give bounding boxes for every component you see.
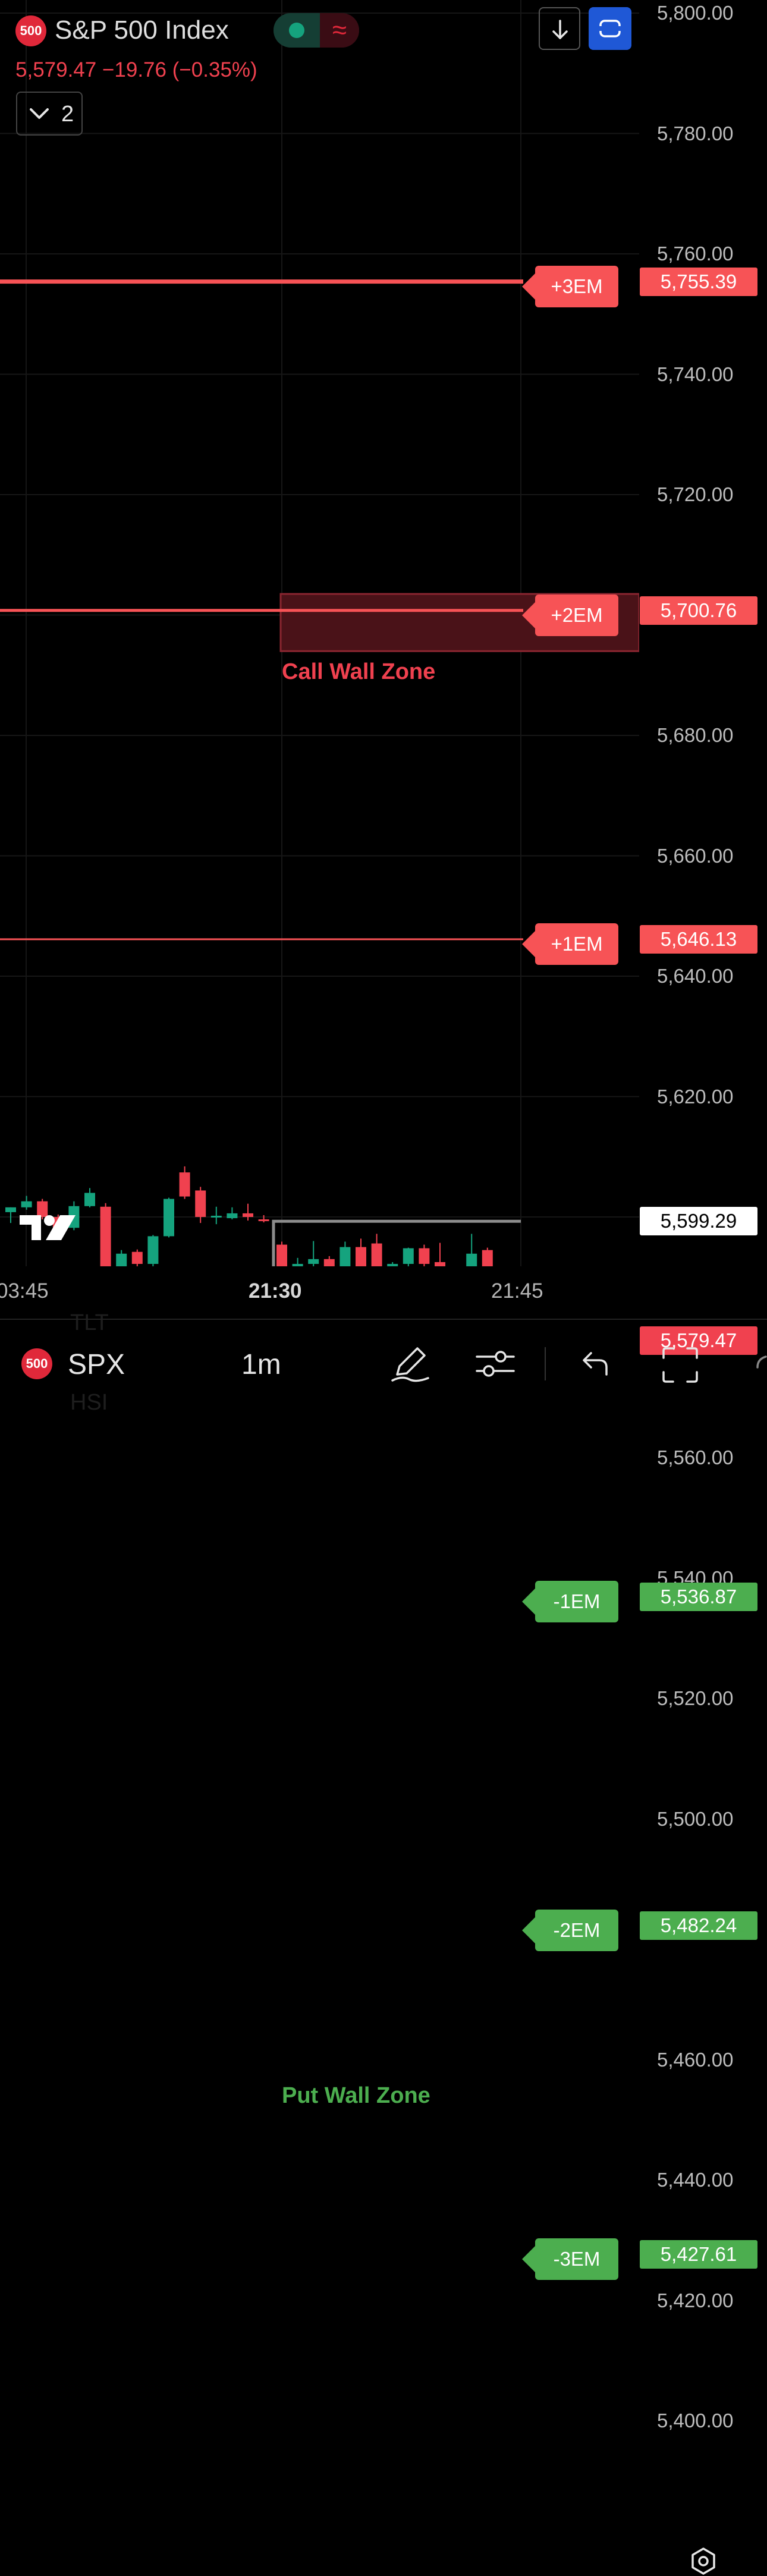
symbol-badge[interactable]: 500 bbox=[21, 1348, 52, 1379]
price-axis-tick: 5,740.00 bbox=[657, 363, 734, 385]
candle-body bbox=[403, 1248, 414, 1264]
em-tag: +3EM bbox=[535, 265, 618, 307]
price-axis-tick: 5,400.00 bbox=[657, 2410, 734, 2432]
pen-icon[interactable] bbox=[390, 1344, 430, 1384]
price-axis-tick: 5,780.00 bbox=[657, 122, 734, 144]
em-price-tag: 5,755.39 bbox=[640, 267, 757, 296]
candle-body bbox=[243, 1213, 253, 1217]
candle-body bbox=[21, 1201, 32, 1207]
fullscreen-icon bbox=[598, 20, 622, 37]
candle-body bbox=[308, 1259, 319, 1264]
candle-body bbox=[84, 1193, 95, 1206]
fullscreen-button[interactable] bbox=[589, 7, 631, 50]
candles bbox=[5, 1166, 493, 1266]
time-label: 03:45 bbox=[0, 1279, 49, 1303]
candle-body bbox=[323, 1259, 335, 1266]
candle-body bbox=[147, 1236, 159, 1264]
download-button[interactable] bbox=[539, 7, 580, 50]
price-axis-tick: 5,680.00 bbox=[657, 724, 734, 746]
put-wall-zone-label: Put Wall Zone bbox=[282, 2083, 430, 2108]
candle-body bbox=[100, 1206, 111, 1266]
price-axis-tick: 5,640.00 bbox=[657, 965, 734, 987]
expected-move-lines bbox=[0, 279, 523, 941]
symbol-title[interactable]: S&P 500 Index bbox=[55, 15, 229, 45]
session-box-outline bbox=[272, 1219, 521, 1266]
more-icon[interactable] bbox=[755, 1354, 767, 1378]
candle-body bbox=[37, 1201, 48, 1217]
candle-body bbox=[466, 1253, 477, 1266]
candle-body bbox=[258, 1219, 269, 1222]
time-label: 21:45 bbox=[491, 1279, 543, 1303]
time-label-session: 21:30 bbox=[249, 1279, 302, 1303]
interval-selector[interactable]: 1m bbox=[241, 1349, 281, 1380]
price-quote: 5,579.47 −19.76 (−0.35%) bbox=[15, 58, 257, 81]
session-box bbox=[272, 1219, 521, 1266]
candle-body bbox=[371, 1243, 382, 1266]
candle-body bbox=[116, 1253, 127, 1266]
symbol-badge: 500 bbox=[15, 15, 46, 46]
candle-body bbox=[210, 1215, 222, 1218]
candle-body bbox=[419, 1248, 430, 1264]
price-axis-tick: 5,560.00 bbox=[657, 1446, 734, 1468]
candle-body bbox=[5, 1207, 16, 1212]
em-tag: +1EM bbox=[535, 923, 618, 965]
candle-body bbox=[482, 1250, 493, 1266]
price-axis-tick: 5,420.00 bbox=[657, 2289, 734, 2311]
price-axis-tick: 5,660.00 bbox=[657, 844, 734, 867]
em-price-tag: 5,482.24 bbox=[640, 1911, 757, 1940]
market-open-dot-icon bbox=[289, 23, 304, 38]
arrow-down-icon bbox=[552, 20, 568, 39]
price-axis-tick: 5,620.00 bbox=[657, 1085, 734, 1108]
em-tag: -3EM bbox=[535, 2238, 618, 2281]
watchlist-ghost-item: TLT bbox=[70, 1310, 109, 1335]
prev-close-price-tag: 5,599.29 bbox=[640, 1207, 757, 1236]
price-axis-tick: 5,520.00 bbox=[657, 1687, 734, 1709]
expand-icon[interactable] bbox=[661, 1346, 699, 1384]
em-tag: -1EM bbox=[535, 1581, 618, 1623]
price-axis-tick: 5,800.00 bbox=[657, 2, 734, 24]
price-axis-tick: 5,500.00 bbox=[657, 1807, 734, 1830]
candle-body bbox=[164, 1199, 174, 1237]
candle-body bbox=[387, 1263, 398, 1266]
em-price-tag: 5,536.87 bbox=[640, 1583, 757, 1612]
em-price-tag: 5,646.13 bbox=[640, 924, 757, 954]
em-price-tag: 5,427.61 bbox=[640, 2240, 757, 2269]
tradingview-logo bbox=[20, 1215, 76, 1240]
candle-body bbox=[276, 1244, 287, 1266]
candle-body bbox=[356, 1247, 366, 1266]
gear-icon[interactable] bbox=[689, 2546, 718, 2576]
candle-body bbox=[195, 1190, 206, 1217]
candle-body bbox=[340, 1247, 351, 1266]
market-status-pill[interactable]: ≈ bbox=[274, 13, 359, 48]
candle-body bbox=[292, 1263, 303, 1266]
price-axis-tick: 5,760.00 bbox=[657, 243, 734, 265]
price-axis[interactable]: 5,800.00 5,780.00 5,760.00 5,740.00 5,720.00… bbox=[639, 0, 767, 2432]
toolbar-separator bbox=[545, 1347, 546, 1380]
em-tag: -2EM bbox=[535, 1910, 618, 1952]
collapse-indicators-button[interactable]: 2 bbox=[16, 92, 83, 136]
candle-body bbox=[227, 1213, 238, 1219]
price-axis-tick: 5,460.00 bbox=[657, 2048, 734, 2071]
sliders-icon[interactable] bbox=[476, 1346, 515, 1382]
chevron-down-icon bbox=[30, 108, 49, 119]
call-wall-zone-label: Call Wall Zone bbox=[282, 659, 436, 685]
price-axis-tick: 5,720.00 bbox=[657, 483, 734, 505]
em-price-tag: 5,700.76 bbox=[640, 596, 757, 625]
undo-icon[interactable] bbox=[580, 1348, 610, 1378]
price-axis-tick: 5,440.00 bbox=[657, 2169, 734, 2191]
wave-icon: ≈ bbox=[320, 13, 359, 48]
candle-body bbox=[131, 1251, 143, 1264]
bottom-toolbar: 500 SPX 1m bbox=[0, 1319, 767, 1410]
symbol-selector[interactable]: SPX bbox=[68, 1349, 125, 1380]
candle-body bbox=[435, 1262, 445, 1266]
candle-body bbox=[179, 1172, 190, 1197]
indicator-count: 2 bbox=[61, 102, 74, 127]
time-axis[interactable]: 03:45 21:30 21:45 bbox=[0, 1266, 767, 2575]
em-tag: +2EM bbox=[535, 594, 618, 636]
